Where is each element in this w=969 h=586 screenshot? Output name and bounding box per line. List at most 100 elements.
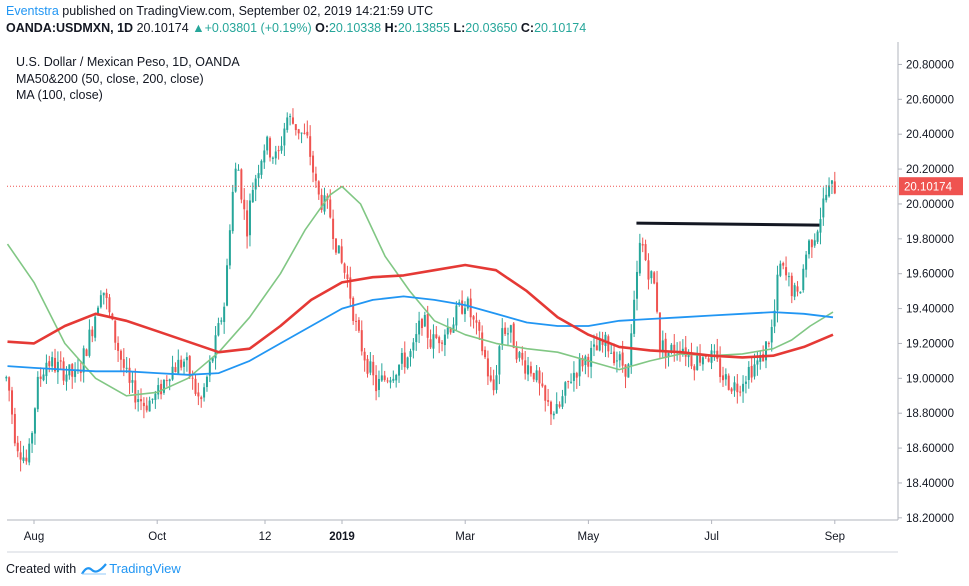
candle-body <box>423 314 426 327</box>
candle-body <box>438 337 441 344</box>
candle-body <box>197 392 200 397</box>
candle-body <box>776 274 779 311</box>
candle-body <box>412 342 415 351</box>
ohlc-low: L:20.03650 <box>453 21 518 35</box>
candle-body <box>618 354 621 361</box>
candle-body <box>165 380 168 382</box>
candle-body <box>601 341 604 345</box>
candle-body <box>174 367 177 373</box>
candle-body <box>793 285 796 297</box>
y-tick-label: 19.20000 <box>906 338 954 350</box>
candle-body <box>799 291 802 294</box>
candle-body <box>303 132 306 134</box>
candle-body <box>346 274 349 280</box>
candle-body <box>475 320 478 323</box>
legend-ma-pair[interactable]: MA50&200 (50, close, 200, close) <box>16 71 204 86</box>
candle-body <box>541 383 544 387</box>
candle-body <box>208 361 211 376</box>
author-name[interactable]: Eventstra <box>6 4 59 18</box>
candle-body <box>638 242 641 274</box>
candle-body <box>756 360 759 365</box>
candle-body <box>140 399 143 402</box>
candle-body <box>85 349 88 356</box>
candle-body <box>91 329 94 337</box>
candle-body <box>641 244 644 246</box>
candle-body <box>509 325 512 333</box>
candle-body <box>314 173 317 181</box>
y-tick-label: 20.80000 <box>906 59 954 71</box>
candle-body <box>426 313 429 338</box>
candle-body <box>742 383 745 392</box>
candle-body <box>699 354 702 363</box>
x-tick-label: Sep <box>825 531 845 543</box>
candle-body <box>773 310 776 327</box>
candle-body <box>332 218 335 239</box>
candle-body <box>527 365 530 375</box>
legend-title[interactable]: U.S. Dollar / Mexican Peso, 1D, OANDA <box>16 55 240 69</box>
candle-body <box>570 381 573 383</box>
candle-body <box>822 198 825 218</box>
candle-body <box>79 371 82 373</box>
candle-body <box>747 366 750 380</box>
candle-body <box>142 402 145 407</box>
candle-body <box>785 267 788 276</box>
candle-body <box>558 404 561 407</box>
x-tick-label: Mar <box>455 531 475 543</box>
ohlc-close: C:20.10174 <box>520 21 587 35</box>
candle-body <box>243 199 246 210</box>
candle-body <box>54 357 57 372</box>
candle-body <box>443 334 446 346</box>
x-tick-label: Jul <box>704 531 719 543</box>
candle-body <box>157 385 160 395</box>
candle-body <box>36 376 39 410</box>
candle-body <box>567 381 570 383</box>
candle-body <box>813 240 816 246</box>
candle-body <box>99 295 102 308</box>
candle-body <box>349 277 352 299</box>
candle-body <box>810 239 813 248</box>
candle-body <box>375 375 378 392</box>
candle-body <box>392 378 395 381</box>
candle-body <box>825 194 828 201</box>
candle-body <box>59 360 62 362</box>
candle-body <box>220 320 223 322</box>
candle-body <box>535 370 538 381</box>
candle-body <box>343 263 346 273</box>
candle-body <box>406 357 409 369</box>
candle-body <box>8 377 11 391</box>
candle-body <box>512 323 515 349</box>
candle-body <box>572 372 575 381</box>
candle-body <box>191 377 194 379</box>
candle-body <box>48 361 51 367</box>
candle-body <box>231 191 234 232</box>
tradingview-brand[interactable]: TradingView <box>109 561 181 576</box>
legend-ma-single[interactable]: MA (100, close) <box>16 88 103 102</box>
candle-body <box>521 352 524 360</box>
y-tick-label: 19.40000 <box>906 304 954 316</box>
candle-body <box>469 298 472 318</box>
candle-body <box>334 238 337 253</box>
candle-body <box>125 367 128 369</box>
x-tick-label: 12 <box>259 531 272 543</box>
candle-body <box>312 155 315 173</box>
candle-body <box>271 157 274 159</box>
candle-body <box>128 367 131 383</box>
candle-body <box>478 322 481 331</box>
candle-body <box>782 263 785 266</box>
candle-body <box>744 381 747 384</box>
candle-body <box>137 399 140 402</box>
candle-body <box>217 323 220 336</box>
candle-body <box>515 347 518 360</box>
candle-body <box>194 378 197 394</box>
candle-body <box>581 357 584 367</box>
candle-body <box>180 359 183 368</box>
candle-body <box>667 352 670 357</box>
candle-body <box>263 150 266 163</box>
candle-body <box>151 398 154 400</box>
candle-body <box>403 352 406 368</box>
candle-body <box>656 282 659 312</box>
candle-body <box>592 344 595 347</box>
candle-body <box>664 338 667 358</box>
symbol-bar: OANDA:USDMXN, 1D 20.10174 ▲+0.03801 (+0.… <box>6 21 586 35</box>
